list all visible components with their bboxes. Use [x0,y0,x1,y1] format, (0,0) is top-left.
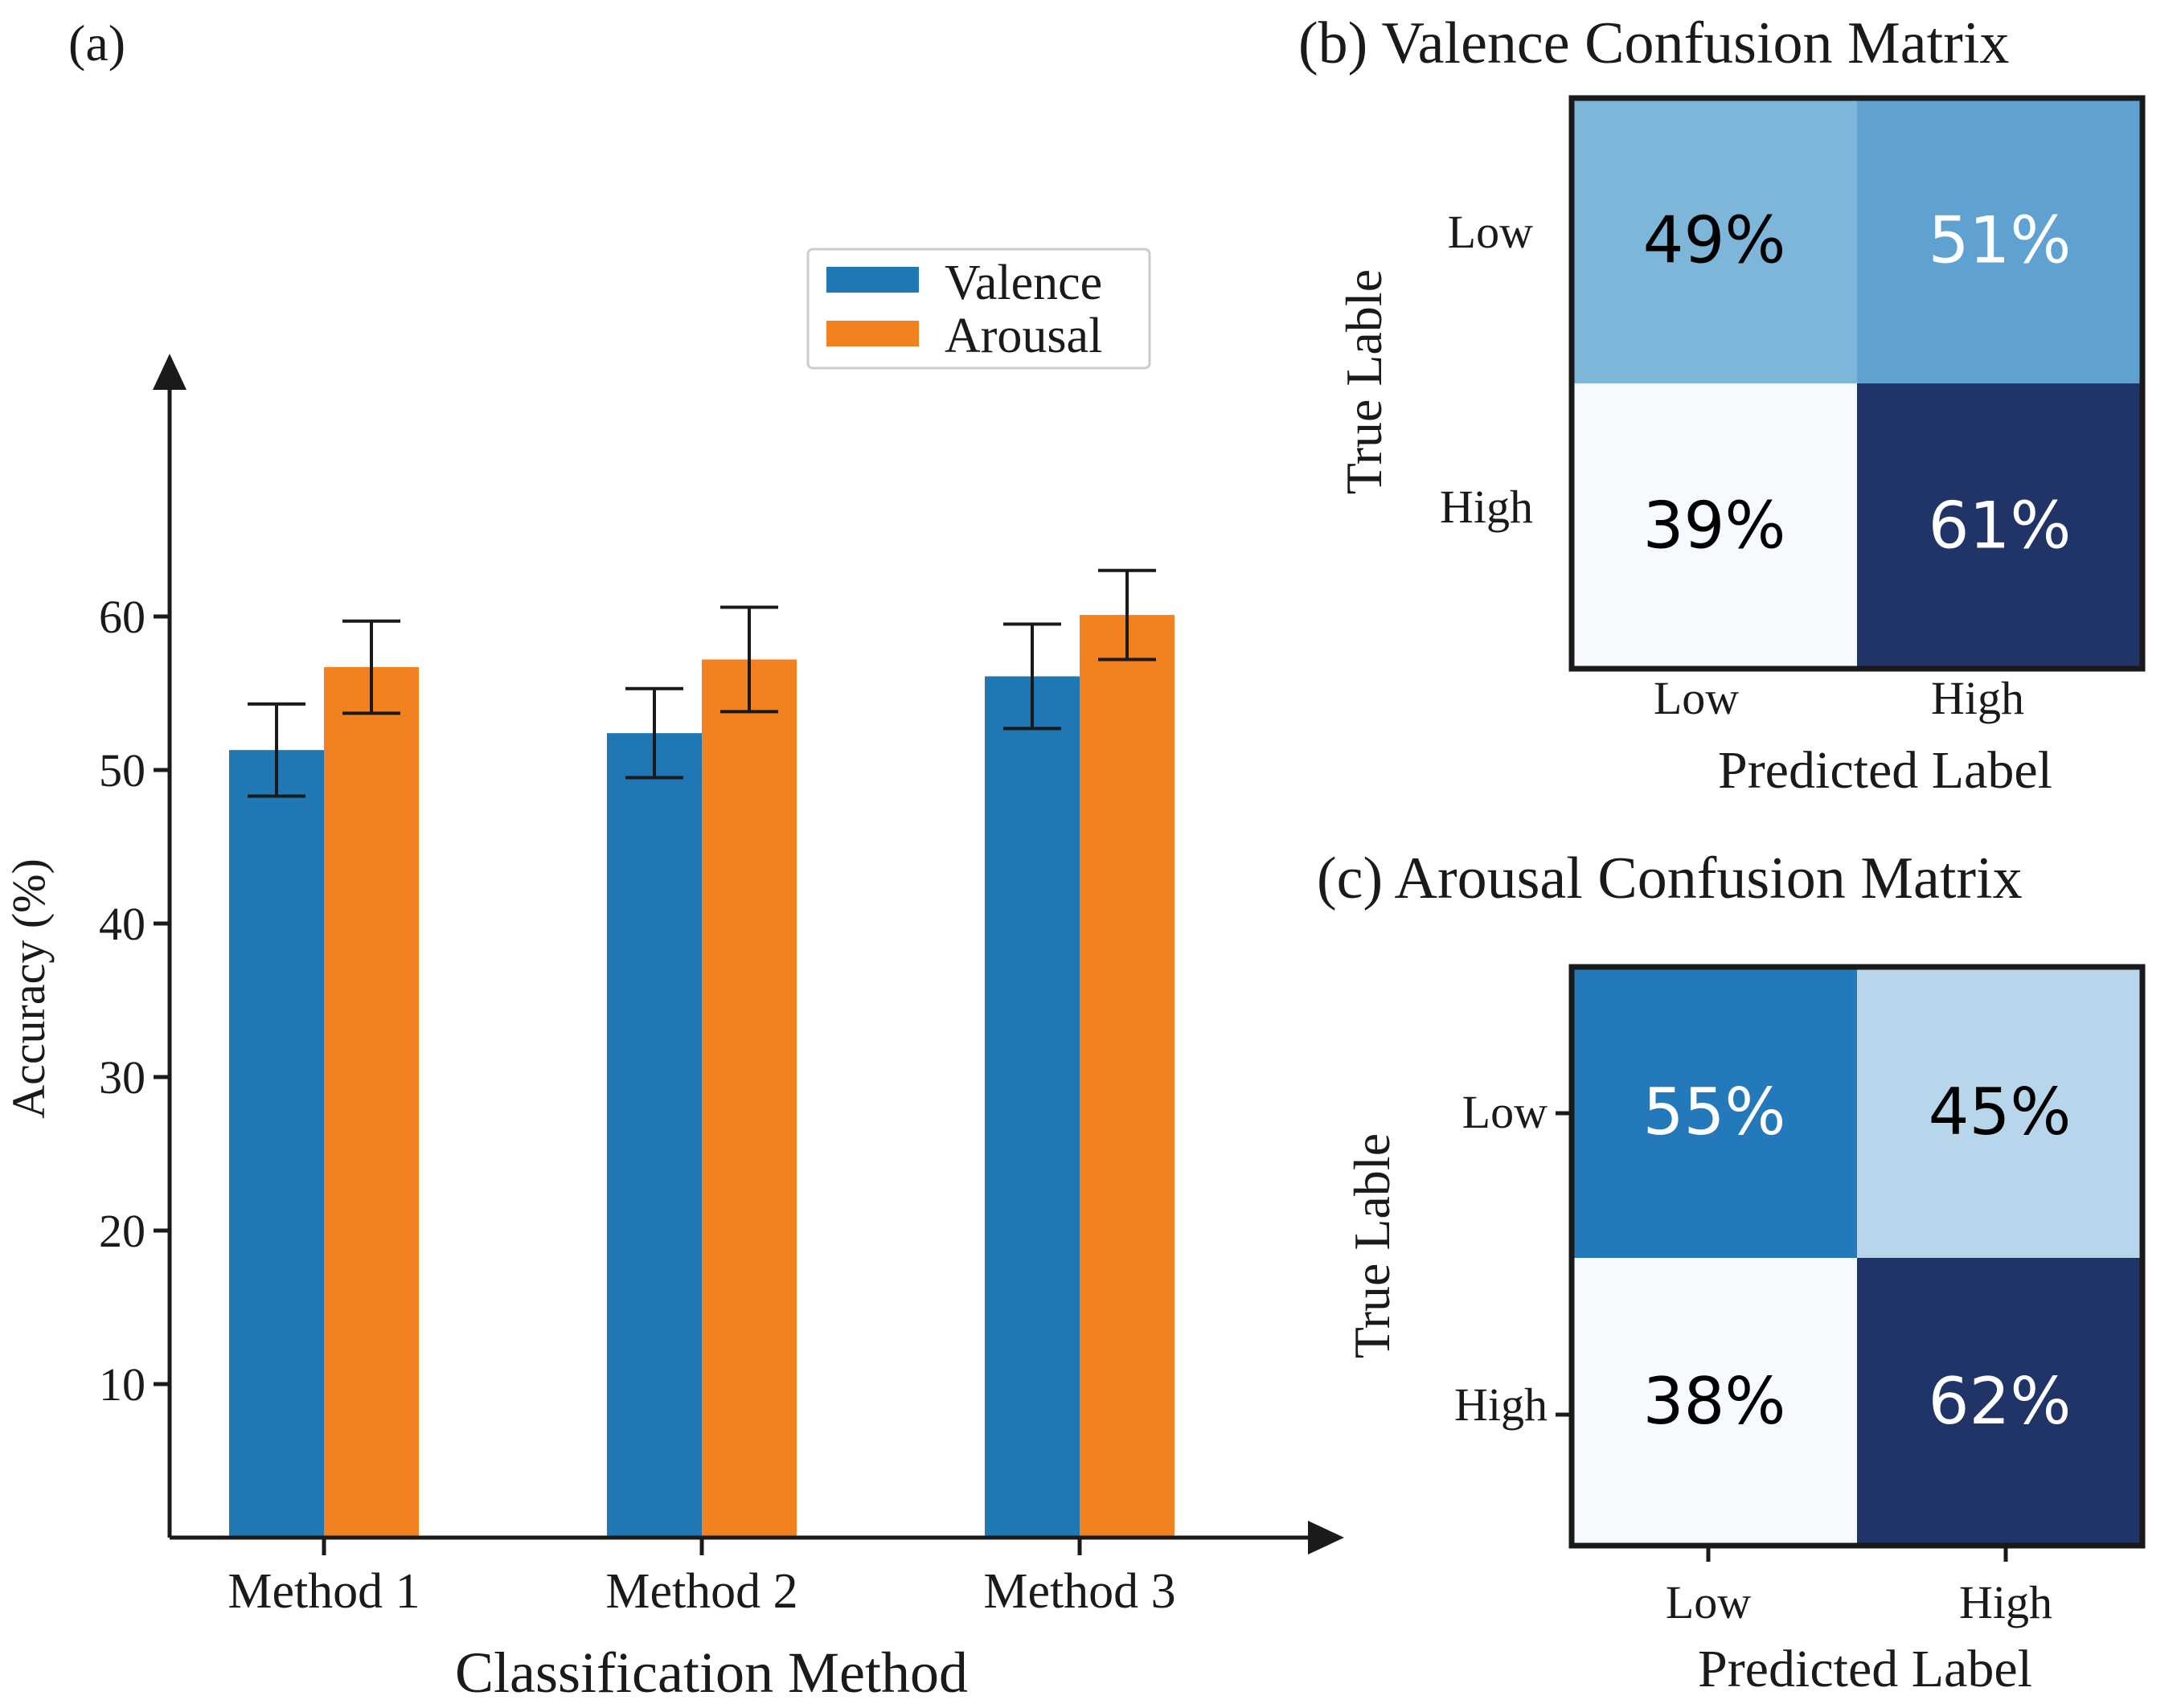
bar-chart-panel: (a) 10 20 30 40 50 60 Method 1 Method 2 Method 3… [2,14,1344,1705]
y-tick-label: 10 [99,1358,146,1411]
y-axis-arrow-icon [153,354,187,390]
matrix-cell [1857,967,2142,1258]
y-axis-label: Accuracy (%) [2,858,55,1119]
legend-swatch-arousal [826,321,919,346]
bar-valence [985,676,1080,1538]
arousal-row-label-low: Low [1462,1086,1548,1138]
matrix-cell-value: 38% [1643,1364,1786,1439]
valence-col-label-high: High [1931,672,2024,724]
matrix-cell [1572,383,1857,669]
x-axis-label: Classification Method [455,1640,968,1704]
x-tick-label: Method 2 [605,1564,797,1619]
arousal-col-label-high: High [1959,1576,2052,1628]
arousal-y-axis-label: True Lable [1343,1133,1400,1358]
valence-matrix-cells: 49% 51% 39% 61% [1572,98,2142,669]
matrix-cell [1572,98,1857,383]
valence-matrix-title: (b) Valence Confusion Matrix [1298,10,2009,76]
valence-matrix-frame [1568,95,2146,672]
x-axis-arrow-icon [1308,1521,1344,1554]
arousal-x-axis-label: Predicted Label [1698,1640,2032,1698]
bar-valence [229,750,324,1538]
arousal-row-label-high: High [1454,1378,1548,1431]
x-tick-label: Method 3 [983,1564,1175,1619]
bar-arousal [702,659,797,1538]
bar-arousal [324,667,419,1538]
arousal-confusion-matrix-panel: (c) Arousal Confusion Matrix 55% 45% 38% 62… [1317,846,2146,1698]
legend-label-arousal: Arousal [945,309,1102,363]
y-tick-label: 30 [99,1051,146,1104]
matrix-cell [1857,383,2142,669]
arousal-matrix-cells: 55% 45% 38% 62% [1572,967,2142,1546]
valence-row-label-high: High [1440,481,1533,533]
matrix-cell-value: 55% [1643,1075,1786,1149]
matrix-cell-value: 39% [1643,489,1786,563]
valence-confusion-matrix-panel: (b) Valence Confusion Matrix 49% 51% 39% 61… [1298,10,2146,800]
arousal-matrix-frame [1568,964,2146,1549]
valence-y-axis-label: True Lable [1335,269,1392,494]
y-tick-label: 20 [99,1205,146,1257]
matrix-cell-value: 49% [1643,203,1786,278]
y-tick-label: 50 [99,744,146,797]
bar-plot-area: 10 20 30 40 50 60 Method 1 Method 2 Method 3 [99,568,1176,1619]
legend-label-valence: Valence [945,256,1102,310]
valence-row-label-low: Low [1448,206,1533,258]
bar-valence [607,733,702,1538]
legend: Valence Arousal [806,248,1151,370]
legend-swatch-valence [826,267,919,293]
matrix-cell [1857,98,2142,383]
x-tick-label: Method 1 [228,1564,420,1619]
matrix-cell-value: 51% [1929,203,2072,278]
matrix-cell-value: 61% [1929,489,2072,563]
matrix-cell [1572,967,1857,1258]
matrix-cell [1572,1258,1857,1546]
arousal-matrix-title: (c) Arousal Confusion Matrix [1317,846,2023,911]
y-tick-label: 60 [99,591,146,643]
matrix-cell-value: 62% [1929,1364,2072,1439]
bar-arousal [1080,615,1175,1538]
panel-label: (a) [68,14,125,72]
arousal-col-label-low: Low [1666,1576,1751,1628]
valence-x-axis-label: Predicted Label [1718,741,2052,800]
matrix-cell [1857,1258,2142,1546]
matrix-cell-value: 45% [1929,1075,2072,1149]
valence-col-label-low: Low [1654,672,1739,724]
y-tick-label: 40 [99,898,146,950]
